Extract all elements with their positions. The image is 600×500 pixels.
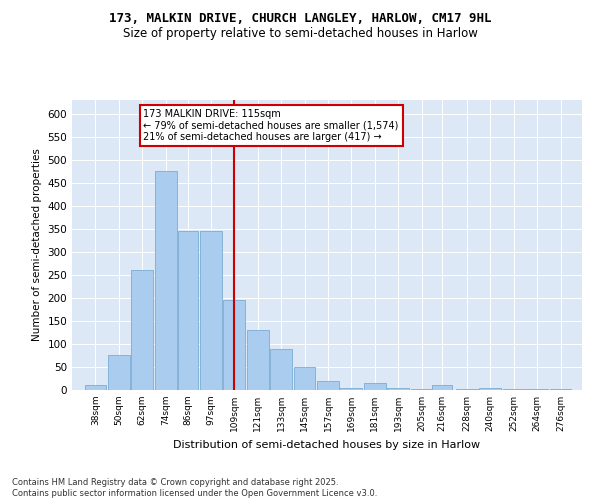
Bar bbox=[131, 270, 153, 390]
Text: Size of property relative to semi-detached houses in Harlow: Size of property relative to semi-detach… bbox=[122, 28, 478, 40]
Text: 173 MALKIN DRIVE: 115sqm
← 79% of semi-detached houses are smaller (1,574)
21% o: 173 MALKIN DRIVE: 115sqm ← 79% of semi-d… bbox=[143, 108, 399, 142]
Bar bbox=[317, 381, 339, 390]
Bar bbox=[247, 330, 269, 390]
Bar bbox=[108, 356, 130, 390]
Bar bbox=[178, 231, 198, 390]
Bar bbox=[200, 231, 221, 390]
Bar bbox=[526, 389, 548, 390]
Bar bbox=[479, 388, 501, 390]
Bar bbox=[503, 389, 524, 390]
Y-axis label: Number of semi-detached properties: Number of semi-detached properties bbox=[32, 148, 42, 342]
Bar bbox=[270, 348, 292, 390]
Bar bbox=[293, 367, 316, 390]
Bar bbox=[388, 388, 409, 390]
Bar bbox=[433, 386, 452, 390]
Bar bbox=[550, 389, 571, 390]
X-axis label: Distribution of semi-detached houses by size in Harlow: Distribution of semi-detached houses by … bbox=[173, 440, 481, 450]
Bar bbox=[85, 386, 106, 390]
Bar bbox=[223, 300, 245, 390]
Bar bbox=[411, 389, 433, 390]
Text: 173, MALKIN DRIVE, CHURCH LANGLEY, HARLOW, CM17 9HL: 173, MALKIN DRIVE, CHURCH LANGLEY, HARLO… bbox=[109, 12, 491, 26]
Bar bbox=[155, 172, 177, 390]
Text: Contains HM Land Registry data © Crown copyright and database right 2025.
Contai: Contains HM Land Registry data © Crown c… bbox=[12, 478, 377, 498]
Bar bbox=[364, 383, 386, 390]
Bar bbox=[340, 388, 362, 390]
Bar bbox=[456, 389, 478, 390]
